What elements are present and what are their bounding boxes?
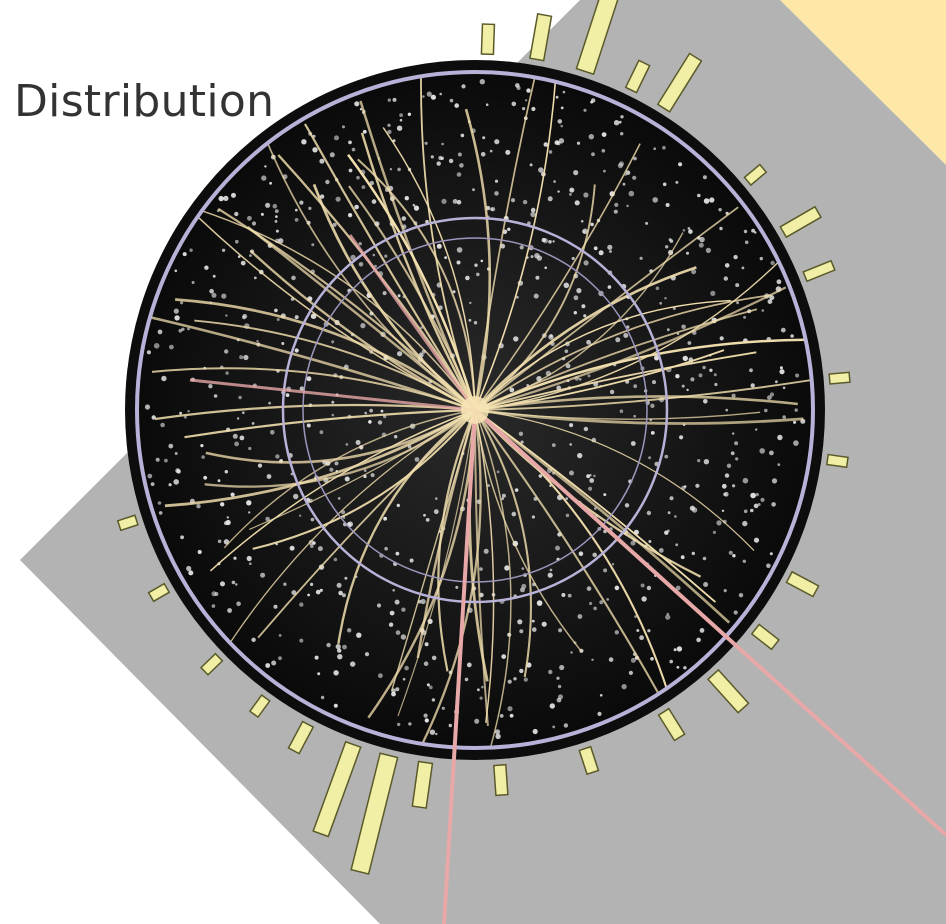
- inner-ring: [302, 237, 648, 583]
- calorimeter-tower: [411, 760, 434, 809]
- calorimeter-tower: [656, 52, 703, 113]
- particle-tracks: [146, 72, 813, 748]
- calorimeter-tower: [706, 668, 750, 714]
- calorimeter-tower: [779, 205, 822, 239]
- lepton-lines: [189, 234, 946, 924]
- calorimeter-tower: [529, 12, 553, 62]
- calorimeter-tower: [624, 59, 651, 94]
- vertex: [461, 396, 489, 424]
- calorimeter-tower: [350, 752, 399, 875]
- calorimeter-tower: [287, 720, 315, 755]
- calorimeter-tower: [743, 163, 768, 187]
- calorimeter-tower: [480, 23, 496, 56]
- calorimeter-tower: [248, 694, 271, 719]
- calorimeter-tower: [493, 763, 509, 797]
- calorimeter-tower: [828, 371, 851, 385]
- calorimeter-tower: [147, 582, 171, 603]
- middle-ring: [281, 216, 669, 604]
- calorimeter-tower: [750, 623, 780, 651]
- calorimeter-tower: [578, 745, 600, 776]
- detector-hits: [144, 79, 806, 740]
- calorimeter-tower: [785, 570, 820, 598]
- calorimeter-tower: [199, 652, 224, 676]
- outer-ring: [135, 70, 815, 750]
- calorimeter-towers: [116, 0, 851, 875]
- page-title: Distribution: [14, 76, 275, 127]
- calorimeter-tower: [657, 707, 686, 742]
- calorimeter-tower: [825, 453, 849, 469]
- calorimeter-tower: [575, 0, 629, 76]
- calorimeter-tower: [802, 259, 836, 283]
- calorimeter-tower: [312, 740, 362, 838]
- calorimeter-tower: [116, 514, 139, 532]
